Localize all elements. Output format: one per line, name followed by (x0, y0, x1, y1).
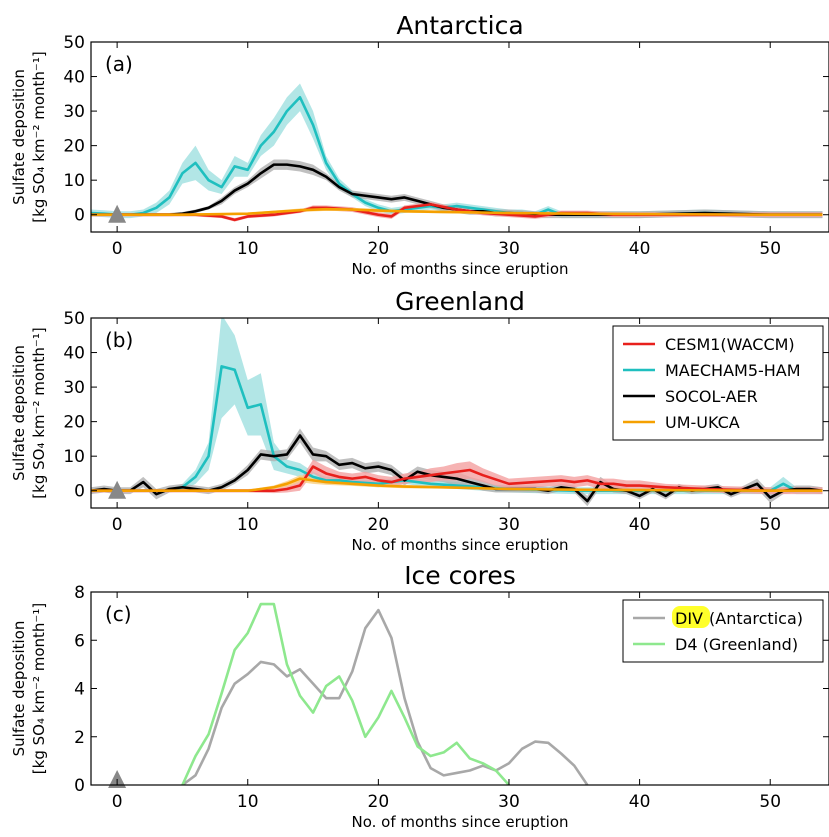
x-axis-label: No. of months since eruption (351, 260, 568, 278)
series-band-0 (91, 318, 823, 495)
x-tick-label: 10 (237, 792, 259, 812)
y-tick-label: 6 (74, 631, 85, 651)
x-tick-label: 50 (759, 515, 781, 535)
x-tick-label: 40 (629, 515, 651, 535)
y-axis-label-units: [kg SO₄ km⁻² month⁻¹] (30, 603, 48, 774)
axes-frame (90, 317, 829, 509)
x-axis-label: No. of months since eruption (351, 813, 568, 831)
y-tick-label: 8 (74, 583, 85, 603)
y-tick-label: 50 (63, 309, 85, 329)
panel-1: 0 10 20 30 40 50 0 10 20 30 40 50 Greenland No. of mo… (10, 287, 829, 554)
series-band-0 (91, 83, 823, 219)
eruption-marker (108, 204, 127, 223)
series-line-3 (91, 477, 823, 493)
legend-box (622, 599, 824, 663)
y-tick-label: 10 (63, 171, 85, 191)
chart-title: Greenland (395, 287, 525, 316)
y-axis-label: Sulfate deposition (10, 621, 28, 757)
y-tick-label: 4 (74, 680, 85, 700)
legend-highlight (672, 606, 710, 628)
series-line-2 (91, 465, 823, 493)
series-line-0 (91, 95, 823, 217)
plot-area (91, 318, 823, 507)
y-tick-label: 40 (63, 68, 85, 88)
x-tick-label: 50 (759, 239, 781, 259)
chart-title: Ice cores (404, 561, 516, 590)
y-tick-label: 0 (74, 482, 85, 502)
y-tick-label: 20 (63, 413, 85, 433)
y-tick-label: 30 (63, 102, 85, 122)
x-tick-label: 50 (759, 792, 781, 812)
plot-area (181, 602, 589, 785)
x-axis-label: No. of months since eruption (351, 536, 568, 554)
y-tick-label: 40 (63, 344, 85, 364)
y-axis-label: Sulfate deposition (10, 69, 28, 205)
x-tick-label: 30 (498, 792, 520, 812)
panel-2: 0 10 20 30 40 50 0 2 4 6 8 Ice cores No. of months s… (10, 561, 829, 831)
x-tick-label: 20 (368, 239, 390, 259)
y-axis-label-units: [kg SO₄ km⁻² month⁻¹] (30, 51, 48, 222)
x-tick-label: 0 (112, 792, 123, 812)
x-tick-label: 10 (237, 239, 259, 259)
series-line-1 (181, 602, 510, 785)
series-line-3 (91, 207, 823, 217)
axes-frame (90, 41, 829, 233)
x-tick-label: 0 (112, 239, 123, 259)
panel-label: (a) (105, 52, 133, 76)
x-tick-label: 0 (112, 515, 123, 535)
panel-label: (b) (105, 328, 133, 352)
y-tick-label: 0 (74, 776, 85, 796)
plot-area (91, 83, 823, 222)
x-tick-label: 40 (629, 792, 651, 812)
y-tick-label: 2 (74, 728, 85, 748)
eruption-marker (108, 480, 127, 499)
panel-0: 0 10 20 30 40 50 0 10 20 30 40 50 Antarctica No. of m… (10, 11, 829, 278)
legend-label: UM-UKCA (665, 413, 740, 432)
x-tick-label: 30 (498, 239, 520, 259)
x-tick-label: 40 (629, 239, 651, 259)
legend-label: MAECHAM5-HAM (665, 361, 801, 380)
legend-label: CESM1(WACCM) (665, 335, 795, 354)
y-tick-label: 0 (74, 206, 85, 226)
legend-label: SOCOL-AER (665, 387, 758, 406)
chart-title: Antarctica (396, 11, 523, 40)
panel-label: (c) (105, 602, 132, 626)
y-axis-label-units: [kg SO₄ km⁻² month⁻¹] (30, 327, 48, 498)
series-line-0 (181, 608, 589, 785)
y-tick-label: 10 (63, 447, 85, 467)
y-tick-label: 30 (63, 378, 85, 398)
x-tick-label: 20 (368, 515, 390, 535)
y-tick-label: 50 (63, 33, 85, 53)
x-tick-label: 10 (237, 515, 259, 535)
x-tick-label: 20 (368, 792, 390, 812)
y-axis-label: Sulfate deposition (10, 345, 28, 481)
y-tick-label: 20 (63, 137, 85, 157)
legend-label: D4 (Greenland) (675, 635, 798, 654)
x-tick-label: 30 (498, 515, 520, 535)
legend-label: (Antarctica) (709, 609, 803, 628)
legend-label-highlight: DIV (675, 609, 703, 628)
